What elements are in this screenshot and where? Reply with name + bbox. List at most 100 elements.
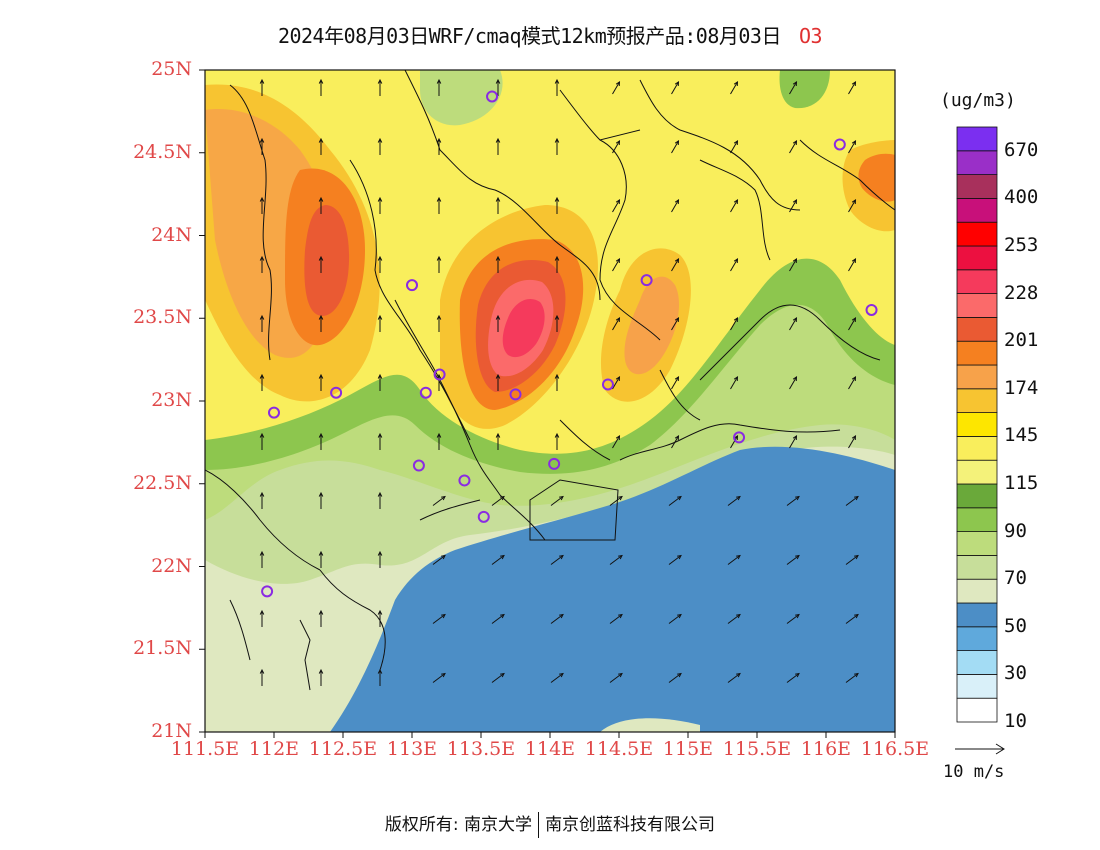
colorbar-cell (956, 293, 998, 318)
wind-arrow (612, 435, 621, 449)
wind-arrow (550, 613, 564, 624)
colorbar-cell (956, 555, 998, 580)
wind-arrow (491, 672, 505, 683)
wind-arrow (727, 554, 741, 565)
colorbar-label: 10 (1004, 710, 1027, 732)
wind-arrow (436, 432, 442, 450)
wind-arrow (377, 137, 383, 155)
wind-arrow (318, 137, 324, 155)
wind-arrow (612, 81, 621, 95)
wind-arrow (318, 314, 324, 332)
wind-arrow (259, 668, 265, 686)
wind-arrow (668, 672, 682, 683)
wind-arrow (612, 199, 621, 213)
copyright-right: 南京创蓝科技有限公司 (545, 815, 716, 835)
wind-arrow (612, 376, 621, 390)
wind-arrow (671, 376, 680, 390)
axis-ticks (199, 69, 896, 738)
wind-reference-arrow (955, 743, 1005, 755)
wind-arrow (318, 255, 324, 273)
wind-arrow (491, 495, 505, 506)
wind-arrow (259, 78, 265, 96)
lat-tick-label: 22.5N (133, 471, 192, 494)
wind-arrow (377, 432, 383, 450)
wind-arrow (495, 196, 501, 214)
wind-arrow (554, 373, 560, 391)
wind-arrow (789, 199, 798, 213)
lat-tick-label: 23N (151, 389, 192, 411)
colorbar-cell (956, 531, 998, 556)
wind-arrow (318, 78, 324, 96)
colorbar-cell (956, 459, 998, 485)
wind-arrow (436, 78, 442, 96)
wind-arrow (377, 255, 383, 273)
wind-arrow (848, 258, 857, 272)
colorbar-label: 400 (1004, 186, 1039, 209)
lon-tick-label: 114.5E (584, 738, 654, 760)
wind-arrow (730, 140, 739, 154)
colorbar-cell (956, 674, 998, 699)
lon-tick-label: 116E (800, 738, 852, 760)
lon-tick-label: 113.5E (446, 738, 516, 760)
wind-arrow (848, 376, 857, 390)
colorbar-label: 253 (1004, 234, 1039, 256)
colorbar-cell (956, 245, 998, 271)
wind-arrow (554, 137, 560, 155)
wind-arrow (845, 613, 859, 624)
wind-arrow (612, 258, 621, 272)
lat-tick-label: 21N (151, 720, 192, 742)
lon-tick-label: 113E (386, 738, 438, 760)
wind-arrow (554, 432, 560, 450)
wind-arrow (377, 550, 383, 568)
colorbar-label: 145 (1004, 424, 1039, 447)
wind-arrow (495, 78, 501, 96)
wind-arrow (436, 255, 442, 273)
title-text: 2024年08月03日WRF/cmaq模式12km预报产品:08月03日 (277, 24, 782, 48)
wind-arrow (259, 255, 265, 273)
colorbar-cell (956, 174, 998, 199)
wind-arrow (259, 196, 265, 214)
station-marker (509, 388, 522, 401)
colorbar-cell (956, 316, 998, 342)
wind-arrow (612, 140, 621, 154)
wind-arrow (668, 613, 682, 624)
wind-arrow (377, 491, 383, 509)
wind-arrow (436, 196, 442, 214)
wind-arrow (432, 554, 446, 565)
station-marker (268, 406, 280, 419)
wind-arrow (550, 672, 564, 683)
colorbar-cell (956, 483, 998, 509)
wind-arrow (377, 314, 383, 332)
wind-arrow (259, 137, 265, 155)
wind-arrow (789, 81, 798, 95)
wind-arrow (848, 81, 857, 95)
colorbar-cell (956, 650, 998, 675)
wind-arrow (671, 317, 680, 331)
wind-arrow (730, 258, 739, 272)
colorbar-cell (956, 507, 998, 532)
station-marker (433, 368, 446, 381)
station-marker (458, 474, 471, 487)
station-marker (640, 274, 653, 287)
wind-arrow (432, 495, 446, 506)
wind-arrow (377, 373, 383, 391)
wind-arrow (671, 199, 680, 213)
wind-arrow (495, 255, 501, 273)
wind-arrow (259, 550, 265, 568)
lat-tick-label: 24N (151, 223, 192, 246)
footer-separator (538, 812, 540, 838)
colorbar-cell (956, 150, 998, 176)
lon-tick-label: 114E (524, 738, 576, 760)
wind-arrow (786, 672, 800, 683)
wind-arrow (377, 196, 383, 214)
station-marker (486, 90, 499, 103)
wind-arrow (436, 373, 442, 391)
wind-arrow (848, 140, 857, 154)
lat-tick-label: 24.5N (133, 140, 192, 163)
colorbar-label: 201 (1004, 329, 1039, 352)
station-marker (419, 386, 432, 399)
wind-arrow (432, 613, 446, 624)
copyright-left: 版权所有: 南京大学 (384, 815, 533, 835)
wind-arrow (609, 554, 623, 565)
